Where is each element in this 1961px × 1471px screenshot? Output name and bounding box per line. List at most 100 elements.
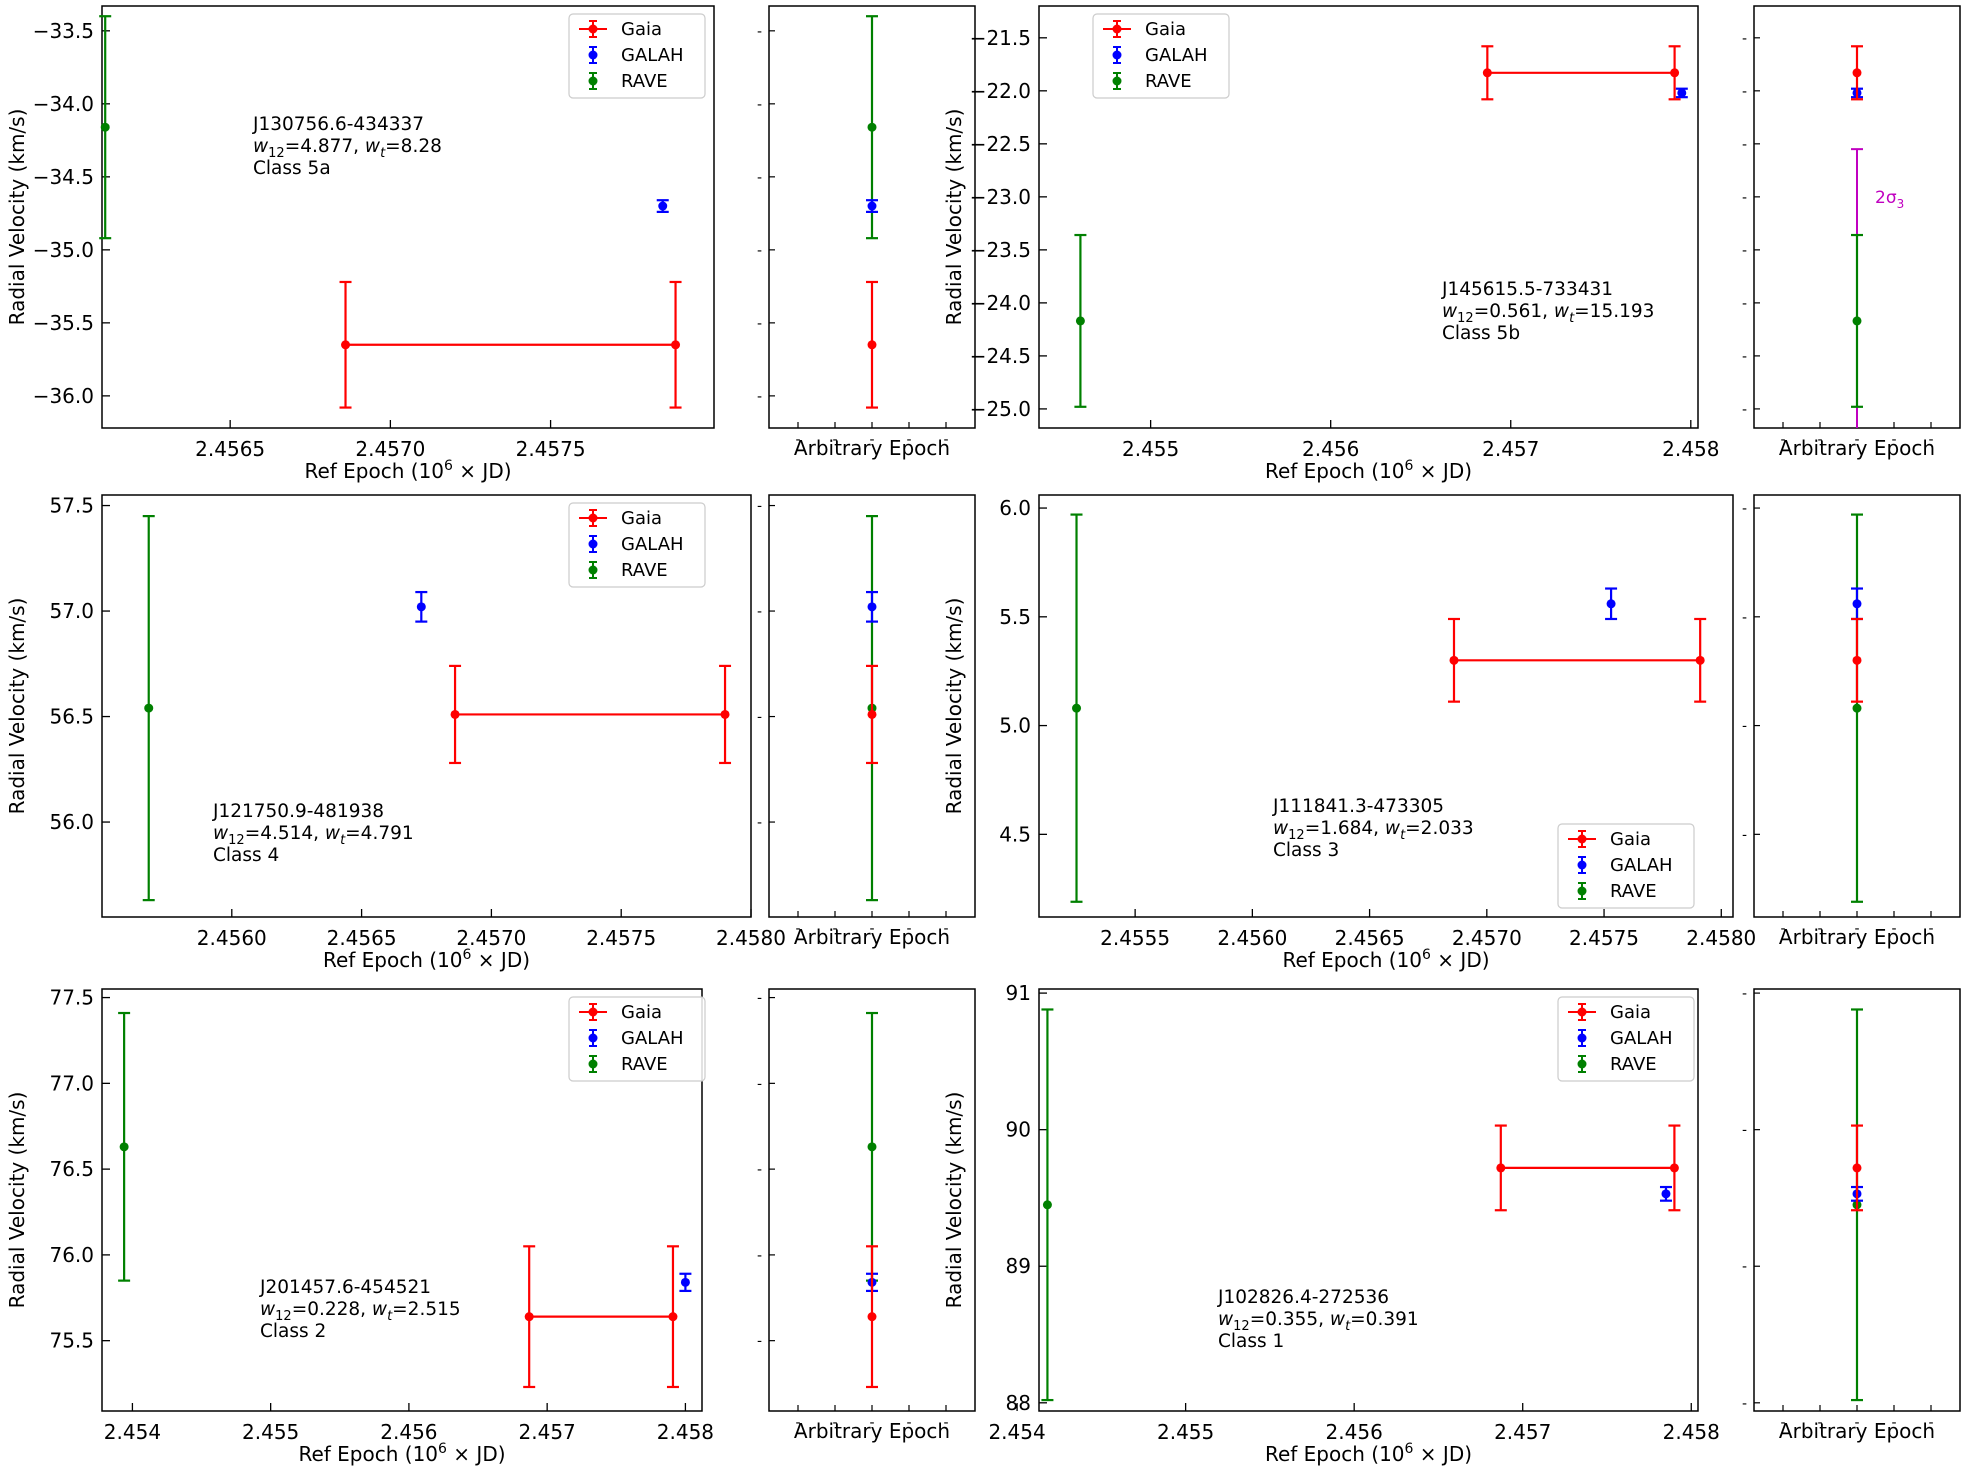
x-tick-label: 2.4575 xyxy=(1569,926,1639,950)
side-x-tick-label: - xyxy=(1854,1415,1859,1431)
main-axes-frame xyxy=(1038,988,1699,1412)
y-tick-label: −35.5 xyxy=(33,311,94,335)
side-y-tick-label: - xyxy=(1742,827,1747,843)
side-y-tick-label: - xyxy=(757,604,762,620)
gaia-end-point xyxy=(1670,68,1680,78)
legend-label-rave: RAVE xyxy=(1145,71,1192,92)
gaia-end-point xyxy=(720,709,730,719)
legend-marker xyxy=(588,565,598,575)
chart-panel-2: 2.455 2.456 2.457 2.458 −21.5 −22.0 −22.5 −23.0… xyxy=(942,5,1961,483)
y-tick-label: −24.5 xyxy=(970,344,1031,368)
side-y-tick-label: - xyxy=(1742,719,1747,735)
main-axes-frame xyxy=(1038,494,1734,918)
side-y-tick-label: - xyxy=(1742,137,1747,153)
galah-point xyxy=(1661,1189,1671,1199)
side-y-tick-label: - xyxy=(757,24,762,40)
x-tick-label: 2.458 xyxy=(1662,437,1719,461)
side-x-tick-label: - xyxy=(1817,921,1822,937)
y-axis-label: Radial Velocity (km/s) xyxy=(5,109,29,326)
side-x-tick-label: - xyxy=(795,921,800,937)
sigma-label: 2σ3 xyxy=(1875,188,1904,211)
side-x-tick-label: - xyxy=(1817,1415,1822,1431)
weights-label: w12=1.684, wt=2.033 xyxy=(1273,818,1474,843)
x-tick-label: 2.456 xyxy=(1326,1420,1383,1444)
y-tick-label: 76.5 xyxy=(49,1157,94,1181)
legend-marker xyxy=(588,1033,598,1043)
side-y-tick-label: - xyxy=(1742,349,1747,365)
legend-label-rave: RAVE xyxy=(621,1054,668,1075)
legend-frame xyxy=(568,13,706,99)
star-name-label: J121750.9-481938 xyxy=(212,801,384,822)
y-tick-label: −34.5 xyxy=(33,165,94,189)
rave-point xyxy=(119,1142,129,1152)
chart-panel-4: 2.4555 2.4560 2.4565 2.4570 2.4575 2.4580 4.5 5… xyxy=(942,494,1961,972)
side-y-tick-label: - xyxy=(757,991,762,1007)
legend-marker xyxy=(588,1059,598,1069)
chart-panel-3: 2.4560 2.4565 2.4570 2.4575 2.4580 56.0 56.5 57… xyxy=(5,494,976,972)
side-x-tick-label: - xyxy=(1817,432,1822,448)
y-tick-label: 91 xyxy=(1006,981,1031,1005)
side-x-tick-label: - xyxy=(832,921,837,937)
y-tick-label: −23.0 xyxy=(970,185,1031,209)
side-y-tick-label: - xyxy=(1742,243,1747,259)
class-label: Class 1 xyxy=(1218,1331,1284,1352)
side-rave-point xyxy=(867,122,877,132)
legend-marker xyxy=(1577,1007,1587,1017)
side-y-tick-label: - xyxy=(1742,1123,1747,1139)
y-tick-label: −36.0 xyxy=(33,384,94,408)
x-tick-label: 2.456 xyxy=(1302,437,1359,461)
side-galah-point xyxy=(1852,599,1862,609)
legend-marker xyxy=(1577,1033,1587,1043)
side-y-tick-label: - xyxy=(757,243,762,259)
side-x-tick-label: - xyxy=(1891,921,1896,937)
side-x-tick-label: - xyxy=(1780,432,1785,448)
y-tick-label: 56.0 xyxy=(49,810,94,834)
x-axis-label: Ref Epoch (106 × JD) xyxy=(1265,458,1472,483)
side-x-tick-label: - xyxy=(943,921,948,937)
gaia-end-point xyxy=(671,340,681,350)
side-y-tick-label: - xyxy=(757,389,762,405)
x-tick-label: 2.458 xyxy=(657,1420,714,1444)
legend-label-gaia: Gaia xyxy=(1145,19,1186,40)
legend-frame xyxy=(1557,996,1695,1082)
star-name-label: J145615.5-733431 xyxy=(1441,279,1613,300)
star-name-label: J111841.3-473305 xyxy=(1272,796,1444,817)
legend-label-rave: RAVE xyxy=(621,560,668,581)
x-tick-label: 2.4560 xyxy=(1217,926,1287,950)
legend-label-gaia: Gaia xyxy=(621,508,662,529)
side-y-tick-label: - xyxy=(757,710,762,726)
side-y-tick-label: - xyxy=(1742,986,1747,1002)
y-tick-label: 56.5 xyxy=(49,705,94,729)
side-x-tick-label: - xyxy=(906,921,911,937)
side-x-tick-label: - xyxy=(1780,921,1785,937)
side-x-tick-label: - xyxy=(1854,432,1859,448)
legend-marker xyxy=(588,50,598,60)
gaia-end-point xyxy=(1669,1163,1679,1173)
y-tick-label: −34.0 xyxy=(33,92,94,116)
x-tick-label: 2.4565 xyxy=(1335,926,1405,950)
side-gaia-point xyxy=(1852,655,1862,665)
legend-label-galah: GALAH xyxy=(1145,45,1208,66)
side-y-tick-label: - xyxy=(1742,190,1747,206)
side-x-axis-label: Arbitrary Epoch xyxy=(1779,436,1935,460)
rave-point xyxy=(1072,703,1082,713)
legend-marker xyxy=(588,76,598,86)
rave-point xyxy=(144,703,154,713)
x-tick-label: 2.4555 xyxy=(1100,926,1170,950)
side-x-tick-label: - xyxy=(906,1415,911,1431)
side-galah-point xyxy=(867,201,877,211)
gaia-start-point xyxy=(450,709,460,719)
side-x-tick-label: - xyxy=(832,432,837,448)
legend-marker xyxy=(588,513,598,523)
galah-point xyxy=(658,201,668,211)
side-x-tick-label: - xyxy=(1928,1415,1933,1431)
x-tick-label: 2.457 xyxy=(1494,1420,1551,1444)
legend-marker xyxy=(1112,76,1122,86)
legend: Gaia GALAH RAVE xyxy=(1557,823,1695,909)
x-tick-label: 2.454 xyxy=(988,1420,1045,1444)
y-axis-label: Radial Velocity (km/s) xyxy=(5,1092,29,1309)
side-x-tick-label: - xyxy=(906,432,911,448)
legend: Gaia GALAH RAVE xyxy=(568,502,706,588)
side-rave-point xyxy=(867,1142,877,1152)
x-axis-label: Ref Epoch (106 × JD) xyxy=(323,947,530,972)
